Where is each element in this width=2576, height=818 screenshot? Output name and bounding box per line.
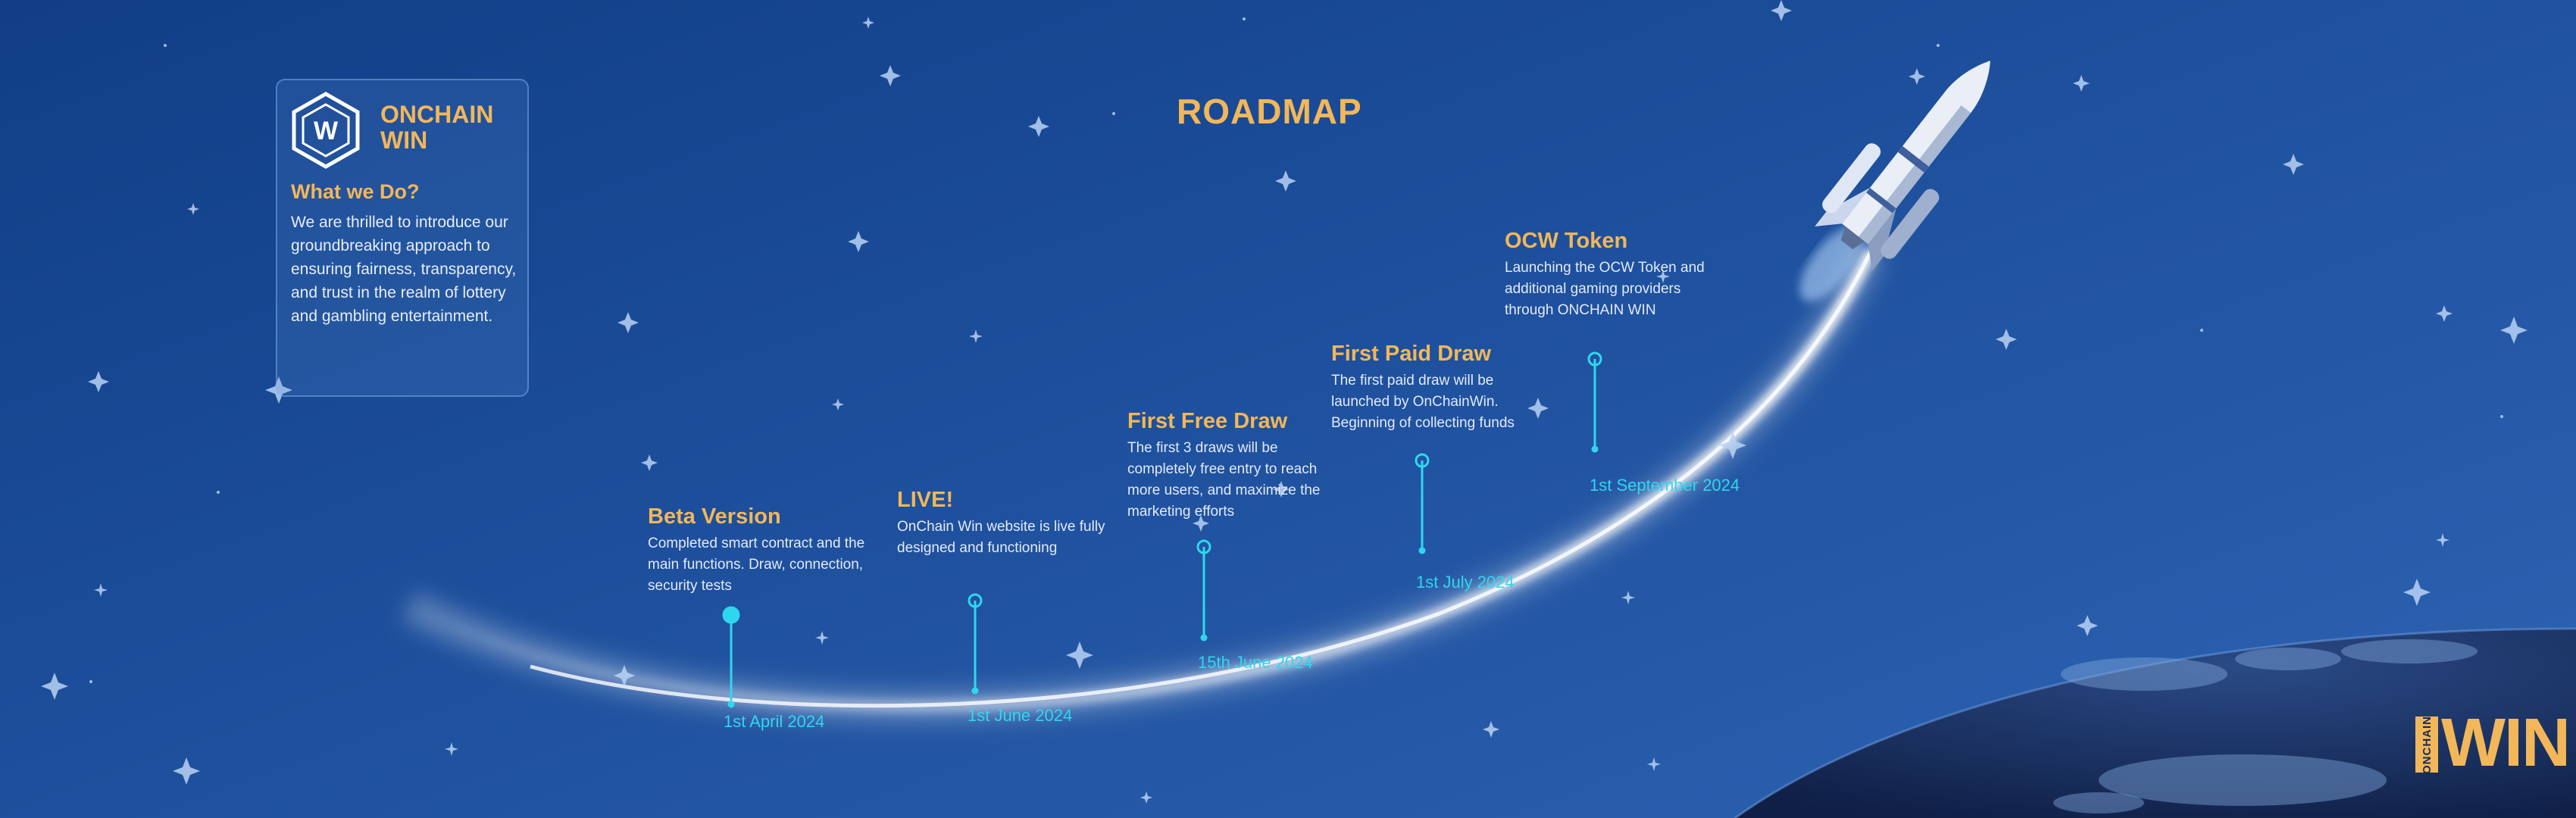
milestone-title: Beta Version <box>648 504 781 529</box>
brand-line2: WIN <box>380 126 428 154</box>
hexagon-logo-icon: W <box>292 92 360 169</box>
milestone-first-free-draw: First Free Draw The first 3 draws will b… <box>1127 407 1332 523</box>
page-title: ROADMAP <box>1177 92 1362 131</box>
milestone-description: OnChain Win website is live fully design… <box>897 519 1105 556</box>
card-body: We are thrilled to introduce our groundb… <box>291 214 517 325</box>
milestone-description: Launching the OCW Token and additional g… <box>1505 260 1705 318</box>
milestone-live: LIVE! OnChain Win website is live fully … <box>897 486 1113 559</box>
corner-logo-small-text: ONCHAIN <box>2420 715 2434 774</box>
milestone-description: Completed smart contract and the main fu… <box>648 535 865 594</box>
info-card: W ONCHAIN WIN What we Do? We are thrille… <box>276 79 529 397</box>
milestone-title: First Free Draw <box>1127 409 1288 433</box>
brand-line1: ONCHAIN <box>380 101 494 128</box>
corner-logo-win: WIN <box>2441 705 2571 781</box>
planet-icon <box>1734 627 2576 818</box>
milestone-description: The first 3 draws will be completely fre… <box>1127 440 1321 520</box>
milestone-date: 1st July 2024 <box>1416 573 1515 592</box>
milestone-first-paid-draw: First Paid Draw The first paid draw will… <box>1331 340 1536 434</box>
card-heading: What we Do? <box>291 180 420 203</box>
logo-letter: W <box>314 117 339 145</box>
milestone-date: 15th June 2024 <box>1198 653 1313 672</box>
milestone-title: LIVE! <box>897 488 954 512</box>
milestone-title: OCW Token <box>1505 229 1628 253</box>
milestone-ocw-token: OCW Token Launching the OCW Token and ad… <box>1505 227 1705 321</box>
corner-logo-onchain: ONCHAIN <box>2415 715 2438 774</box>
timeline-markers <box>722 351 1602 708</box>
brand-name: ONCHAIN WIN <box>380 101 493 153</box>
milestone-date: 1st September 2024 <box>1590 476 1740 495</box>
rocket-icon <box>1799 61 1990 302</box>
milestone-date: 1st April 2024 <box>724 712 825 731</box>
milestone-title: First Paid Draw <box>1331 342 1492 366</box>
milestone-date: 1st June 2024 <box>968 706 1073 725</box>
milestone-beta: Beta Version Completed smart contract an… <box>648 503 868 597</box>
milestone-description: The first paid draw will be launched by … <box>1331 373 1515 431</box>
